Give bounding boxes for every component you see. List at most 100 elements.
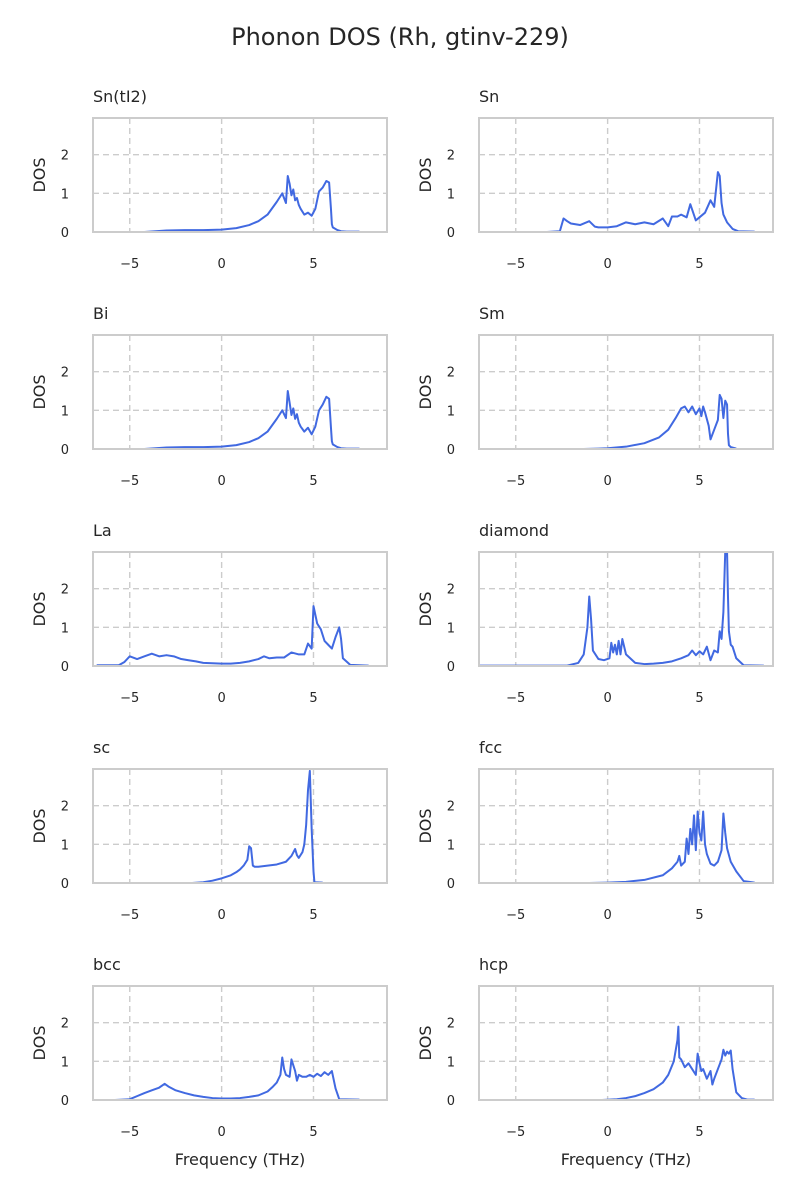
axes-frame bbox=[478, 551, 774, 667]
x-tick-label: 5 bbox=[695, 257, 703, 272]
y-tick-label: 0 bbox=[61, 660, 69, 675]
y-tick-label: 0 bbox=[61, 1094, 69, 1109]
y-tick-label: 1 bbox=[61, 187, 69, 202]
x-tick-label: −5 bbox=[120, 474, 139, 489]
x-tick-label: −5 bbox=[506, 474, 525, 489]
x-tick-label: −5 bbox=[120, 908, 139, 923]
x-tick-label: 5 bbox=[309, 691, 317, 706]
y-tick-label: 2 bbox=[447, 366, 455, 381]
panel-sn: Sn 0 1 2 −5 0 5 DOS bbox=[416, 87, 774, 272]
axes-frame bbox=[92, 117, 388, 233]
axes-frame bbox=[92, 985, 388, 1101]
panel-title: diamond bbox=[479, 521, 549, 540]
panel-sn-ti2: Sn(tI2) 0 1 2 −5 0 5 DOS bbox=[30, 87, 388, 272]
dos-series-line bbox=[114, 1056, 360, 1101]
y-tick-label: 2 bbox=[61, 583, 69, 598]
y-tick-label: 1 bbox=[61, 838, 69, 853]
x-tick-label: 0 bbox=[603, 257, 611, 272]
panel-bcc: bcc 0 1 2 −5 0 5 DOS Frequency (THz) bbox=[30, 955, 388, 1169]
x-tick-label: 0 bbox=[603, 908, 611, 923]
axes-frame bbox=[478, 117, 774, 233]
dos-series-line bbox=[192, 769, 323, 884]
y-axis-label: DOS bbox=[416, 1025, 435, 1060]
y-axis-label: DOS bbox=[416, 157, 435, 192]
y-axis-label: DOS bbox=[416, 591, 435, 626]
x-tick-label: 5 bbox=[695, 691, 703, 706]
y-tick-label: 1 bbox=[61, 621, 69, 636]
y-tick-label: 0 bbox=[447, 660, 455, 675]
x-tick-label: −5 bbox=[120, 1125, 139, 1140]
y-tick-label: 1 bbox=[447, 621, 455, 636]
y-tick-label: 2 bbox=[61, 149, 69, 164]
x-tick-label: 0 bbox=[217, 474, 225, 489]
x-tick-label: −5 bbox=[506, 1125, 525, 1140]
x-tick-label: 0 bbox=[217, 908, 225, 923]
dos-series-line bbox=[602, 1025, 755, 1101]
y-axis-label: DOS bbox=[30, 591, 49, 626]
panel-title: sc bbox=[93, 738, 110, 757]
x-tick-label: 5 bbox=[695, 908, 703, 923]
y-tick-label: 1 bbox=[447, 1055, 455, 1070]
y-tick-label: 2 bbox=[61, 800, 69, 815]
x-tick-label: 5 bbox=[309, 474, 317, 489]
y-tick-label: 1 bbox=[447, 404, 455, 419]
panel-title: Sn(tI2) bbox=[93, 87, 147, 106]
panel-la: La 0 1 2 −5 0 5 DOS bbox=[30, 521, 388, 706]
y-axis-label: DOS bbox=[30, 1025, 49, 1060]
panel-sm: Sm 0 1 2 −5 0 5 DOS bbox=[416, 304, 774, 489]
x-tick-label: 5 bbox=[309, 908, 317, 923]
y-tick-label: 0 bbox=[447, 1094, 455, 1109]
y-axis-label: DOS bbox=[30, 374, 49, 409]
y-axis-label: DOS bbox=[30, 808, 49, 843]
dos-series-line bbox=[96, 605, 369, 667]
panel-title: hcp bbox=[479, 955, 508, 974]
dos-series-line bbox=[144, 390, 360, 450]
dos-series-line bbox=[144, 174, 360, 233]
x-tick-label: 0 bbox=[217, 691, 225, 706]
panel-diamond: diamond 0 1 2 −5 0 5 DOS bbox=[416, 521, 774, 706]
y-tick-label: 2 bbox=[447, 800, 455, 815]
y-tick-label: 2 bbox=[447, 583, 455, 598]
panel-title: La bbox=[93, 521, 112, 540]
x-tick-label: 0 bbox=[603, 691, 611, 706]
panel-title: Sn bbox=[479, 87, 499, 106]
x-axis-label: Frequency (THz) bbox=[175, 1150, 305, 1169]
y-axis-label: DOS bbox=[416, 374, 435, 409]
x-tick-label: 5 bbox=[309, 1125, 317, 1140]
panels-container: Sn(tI2) 0 1 2 −5 0 5 DOS Sn 0 1 2 −5 0 5 DOS Bi 0 1 2 −5 0 5 DO… bbox=[30, 87, 774, 1169]
dos-series-line bbox=[546, 171, 755, 233]
panel-title: Sm bbox=[479, 304, 505, 323]
x-tick-label: −5 bbox=[120, 257, 139, 272]
x-tick-label: −5 bbox=[120, 691, 139, 706]
panel-bi: Bi 0 1 2 −5 0 5 DOS bbox=[30, 304, 388, 489]
axes-frame bbox=[478, 334, 774, 450]
x-tick-label: −5 bbox=[506, 908, 525, 923]
x-tick-label: 0 bbox=[603, 1125, 611, 1140]
axes-frame bbox=[92, 334, 388, 450]
dos-series-line bbox=[589, 810, 755, 884]
y-tick-label: 0 bbox=[61, 443, 69, 458]
y-axis-label: DOS bbox=[30, 157, 49, 192]
panel-hcp: hcp 0 1 2 −5 0 5 DOS Frequency (THz) bbox=[416, 955, 774, 1169]
y-tick-label: 0 bbox=[61, 877, 69, 892]
y-tick-label: 0 bbox=[61, 226, 69, 241]
y-tick-label: 1 bbox=[447, 187, 455, 202]
panel-sc: sc 0 1 2 −5 0 5 DOS bbox=[30, 738, 388, 923]
y-tick-label: 2 bbox=[447, 1017, 455, 1032]
figure-title: Phonon DOS (Rh, gtinv-229) bbox=[231, 23, 569, 51]
y-tick-label: 2 bbox=[61, 1017, 69, 1032]
y-axis-label: DOS bbox=[416, 808, 435, 843]
x-tick-label: 0 bbox=[603, 474, 611, 489]
y-tick-label: 2 bbox=[447, 149, 455, 164]
y-tick-label: 1 bbox=[61, 1055, 69, 1070]
x-tick-label: 5 bbox=[695, 474, 703, 489]
y-tick-label: 2 bbox=[61, 366, 69, 381]
x-axis-label: Frequency (THz) bbox=[561, 1150, 691, 1169]
y-tick-label: 1 bbox=[61, 404, 69, 419]
x-tick-label: −5 bbox=[506, 257, 525, 272]
panel-title: bcc bbox=[93, 955, 121, 974]
y-tick-label: 1 bbox=[447, 838, 455, 853]
y-tick-label: 0 bbox=[447, 877, 455, 892]
